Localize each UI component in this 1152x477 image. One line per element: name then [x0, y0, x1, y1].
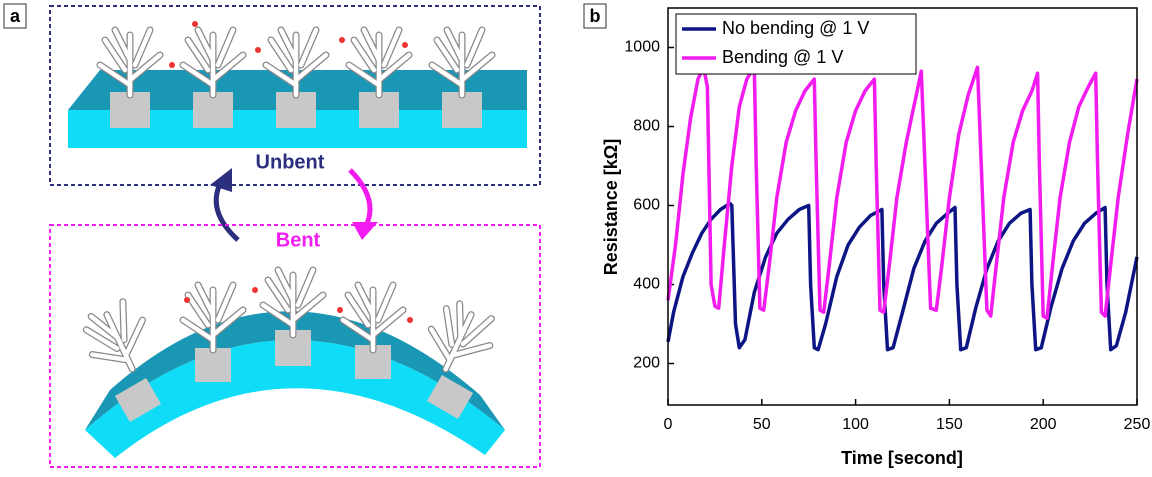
legend-box — [675, 13, 917, 75]
x-tick-label: 200 — [1030, 416, 1057, 433]
y-tick-label: 400 — [633, 276, 660, 293]
series-line — [666, 65, 1139, 320]
junctions — [169, 21, 408, 68]
unbent-label: Unbent — [256, 151, 325, 173]
y-axis-title: Resistance [kΩ] — [601, 139, 621, 276]
bent-junctions — [184, 287, 413, 323]
bent-substrate — [85, 340, 505, 458]
bent-substrate-top — [85, 311, 505, 430]
panel-label-box — [583, 3, 607, 29]
arrow-down — [348, 168, 373, 230]
plot-frame — [667, 7, 1138, 406]
x-tick-label: 250 — [1124, 416, 1151, 433]
bent-box — [49, 224, 541, 468]
panel-label: b — [590, 6, 601, 26]
legend-label: Bending @ 1 V — [722, 47, 843, 67]
x-axis-title: Time [second] — [841, 448, 963, 468]
arrow-up-head — [210, 168, 232, 192]
panel-label: a — [10, 6, 21, 26]
x-tick-label: 0 — [664, 416, 673, 433]
nanorods-light — [97, 27, 492, 98]
y-tick-label: 800 — [633, 118, 660, 135]
x-tick-label: 100 — [842, 416, 869, 433]
pillars — [110, 92, 482, 128]
y-tick-label: 600 — [633, 197, 660, 214]
bent-label: Bent — [276, 229, 321, 251]
y-tick-label: 200 — [633, 355, 660, 372]
y-tick-label: 1000 — [624, 39, 660, 56]
unbent-box — [49, 5, 541, 186]
series-line — [666, 201, 1139, 352]
panel-label-box — [3, 3, 27, 29]
x-tick-label: 50 — [753, 416, 771, 433]
legend-label: No bending @ 1 V — [722, 18, 869, 38]
bent-pillars — [114, 330, 474, 422]
x-tick-label: 150 — [936, 416, 963, 433]
arrow-down-head — [352, 222, 378, 240]
substrate — [68, 110, 527, 148]
